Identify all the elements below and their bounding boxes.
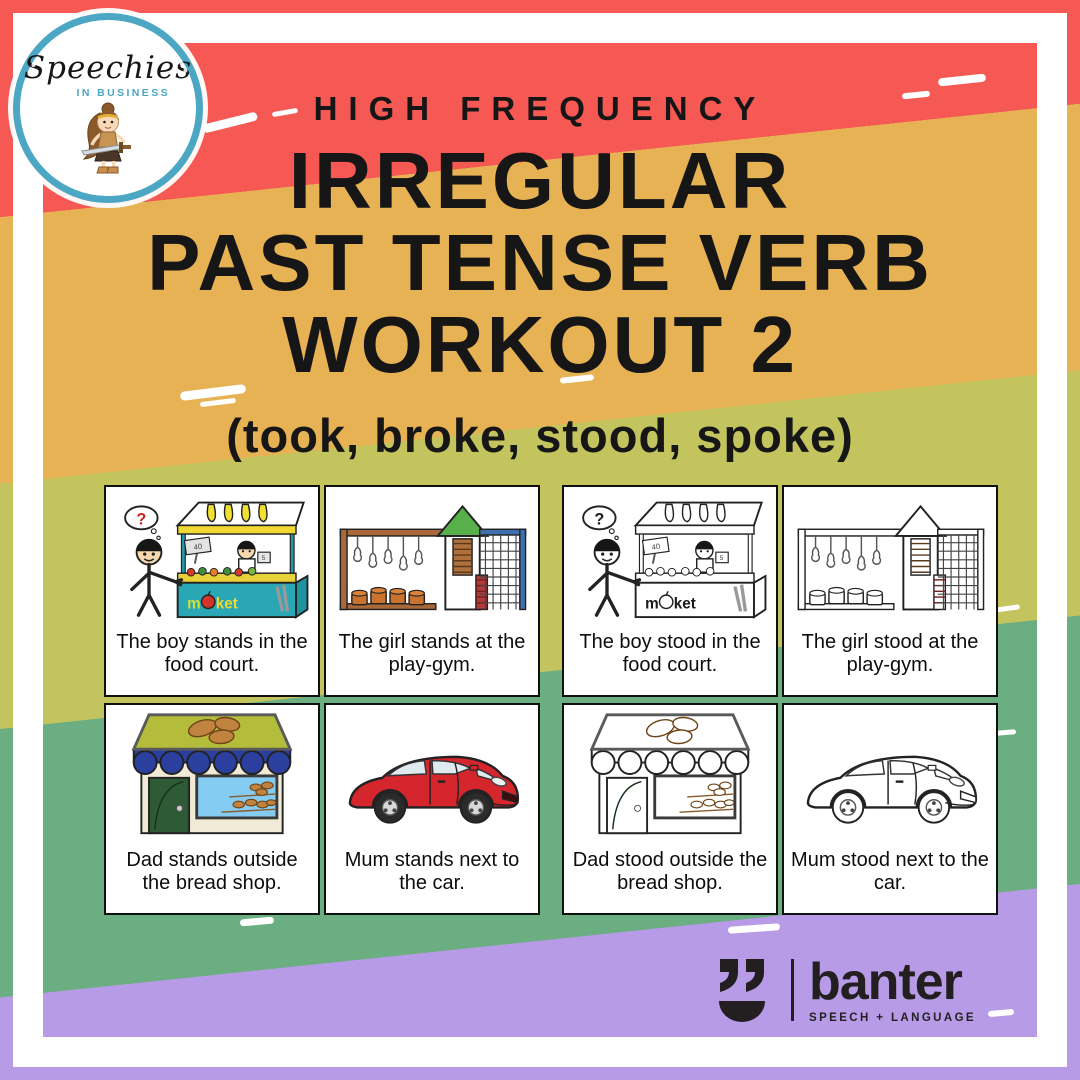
flashcard-band: ? 5 40 xyxy=(104,485,998,915)
main-title: IRREGULAR PAST TENSE VERB WORKOUT 2 xyxy=(0,140,1080,386)
car-illustration xyxy=(330,710,534,838)
svg-text:m: m xyxy=(645,596,659,613)
speechies-brand-text: Speechies xyxy=(23,50,193,86)
verb-list-subtitle: (took, broke, stood, spoke) xyxy=(226,409,854,462)
card-caption: The boy stood in the food court. xyxy=(579,631,761,676)
market-stall-illustration: ? 5 40 xyxy=(110,492,314,620)
banter-tagline: SPEECH + LANGUAGE xyxy=(809,1012,977,1024)
flashcard-play-gym-bw: The girl stood at the play-gym. xyxy=(782,485,998,697)
speechies-logo-badge: Speechies IN BUSINESS xyxy=(13,13,203,203)
card-caption: Mum stands next to the car. xyxy=(344,849,520,894)
svg-text:ket: ket xyxy=(216,596,238,613)
svg-text:ket: ket xyxy=(674,596,696,613)
brush-accent xyxy=(987,1008,1015,1018)
brush-accent xyxy=(937,73,987,87)
brush-accent xyxy=(727,923,781,934)
card-caption: The girl stood at the play-gym. xyxy=(801,631,979,676)
svg-text:m: m xyxy=(187,596,201,613)
card-caption: The boy stands in the food court. xyxy=(116,631,308,676)
brush-accent xyxy=(179,384,247,401)
car-illustration xyxy=(788,710,992,838)
banter-wordmark: banter xyxy=(809,953,963,1011)
svg-text:40: 40 xyxy=(193,542,203,552)
flashcard-market-stall-bw: ? 5 40 xyxy=(562,485,778,697)
svg-text:?: ? xyxy=(594,511,604,529)
present-tense-card-group: ? 5 40 xyxy=(104,485,540,915)
title-line-3: WORKOUT 2 xyxy=(282,300,798,389)
svg-text:5: 5 xyxy=(720,555,724,562)
brush-accent xyxy=(995,729,1017,736)
flashcard-bread-shop-bw: Dad stood outside the bread shop. xyxy=(562,703,778,915)
svg-text:40: 40 xyxy=(651,542,661,552)
quotes-smile-icon xyxy=(719,959,765,1022)
flashcard-play-gym-color: The girl stands at the play-gym. xyxy=(324,485,540,697)
card-caption: Mum stood next to the car. xyxy=(791,849,989,894)
card-caption: The girl stands at the play-gym. xyxy=(338,631,526,676)
bread-shop-illustration xyxy=(110,710,314,838)
brush-accent xyxy=(239,916,275,927)
card-caption: Dad stands outside the bread shop. xyxy=(126,849,298,894)
past-tense-card-group: ? 5 40 xyxy=(562,485,998,915)
play-gym-illustration xyxy=(330,492,534,620)
flashcard-market-stall-color: ? 5 40 xyxy=(104,485,320,697)
card-caption: Dad stood outside the bread shop. xyxy=(572,849,768,894)
play-gym-illustration xyxy=(788,492,992,620)
title-line-2: PAST TENSE VERB xyxy=(147,218,933,307)
brush-accent xyxy=(199,397,237,408)
banter-logo: banter SPEECH + LANGUAGE xyxy=(718,948,976,1032)
logo-divider xyxy=(791,959,794,1021)
flashcard-car-bw: Mum stood next to the car. xyxy=(782,703,998,915)
bread-shop-illustration xyxy=(568,710,772,838)
kicker-text: HIGH FREQUENCY xyxy=(313,90,767,127)
title-line-1: IRREGULAR xyxy=(288,136,792,225)
market-stall-illustration: ? 5 40 xyxy=(568,492,772,620)
svg-text:5: 5 xyxy=(262,555,266,562)
flashcard-bread-shop-color: Dad stands outside the bread shop. xyxy=(104,703,320,915)
flashcard-car-color: Mum stands next to the car. xyxy=(324,703,540,915)
svg-text:?: ? xyxy=(136,511,146,529)
